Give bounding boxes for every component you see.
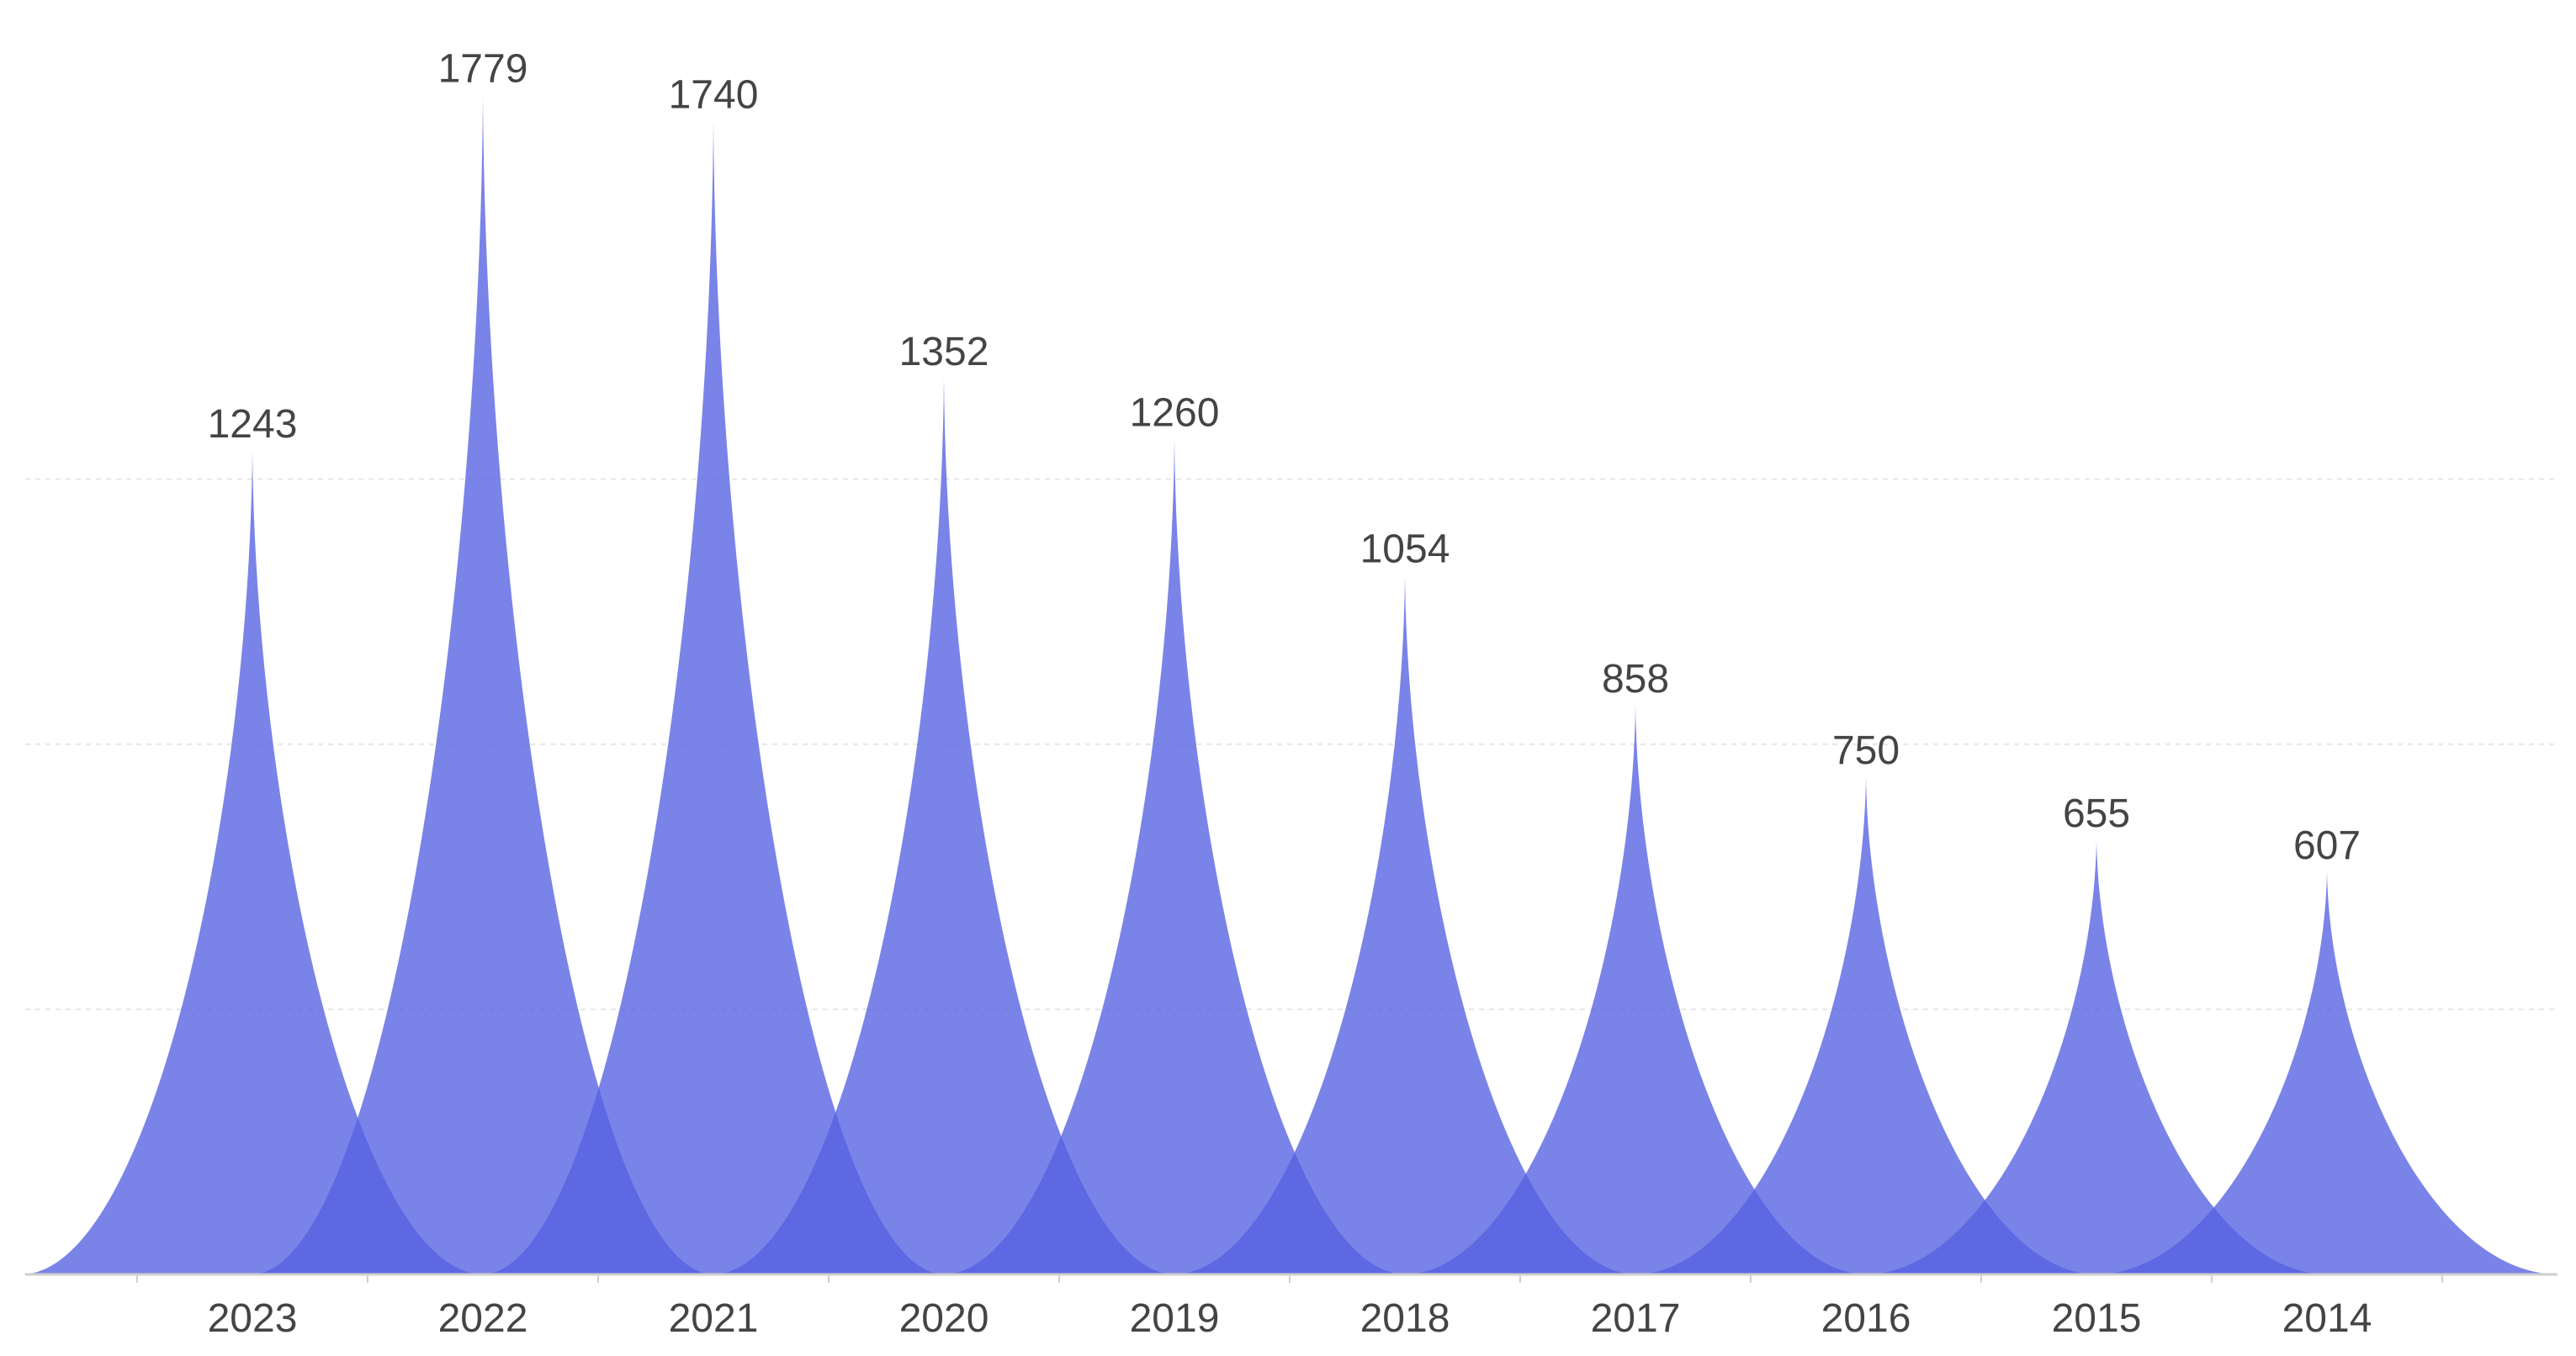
data-label: 655 [2063, 792, 2130, 836]
x-axis: 2023 2022 2021 2020 2019 2018 2017 2016 2015 2014 [25, 1273, 2557, 1341]
data-label: 1243 [208, 402, 298, 447]
x-tick-label: 2022 [438, 1296, 528, 1341]
spike-series [21, 95, 2558, 1275]
data-label: 858 [1602, 657, 1669, 702]
x-tick-label: 2019 [1130, 1296, 1220, 1341]
x-tick-label: 2016 [1821, 1296, 1911, 1341]
x-tick-label: 2021 [669, 1296, 759, 1341]
gridlines [25, 478, 2557, 1010]
spike-2019 [943, 439, 1406, 1274]
x-tick-label: 2023 [208, 1296, 298, 1341]
x-tick-label: 2014 [2282, 1296, 2372, 1341]
spike-2020 [713, 378, 1175, 1274]
spike-2015 [1865, 840, 2328, 1274]
data-label: 1054 [1360, 527, 1450, 572]
x-tick-label: 2017 [1591, 1296, 1681, 1341]
spike-2018 [1174, 575, 1636, 1274]
spike-2017 [1404, 706, 1867, 1274]
spike-2016 [1635, 777, 2097, 1274]
spike-2021 [482, 121, 945, 1275]
data-label: 1260 [1130, 390, 1220, 435]
x-tick-label: 2020 [899, 1296, 989, 1341]
data-label: 1740 [669, 72, 759, 117]
data-label: 607 [2293, 824, 2361, 868]
spike-2014 [2096, 871, 2558, 1274]
data-labels: 1243 1779 1740 1352 1260 1054 858 750 655 607 [208, 47, 2361, 868]
data-label: 1352 [899, 330, 989, 374]
x-tick-label: 2018 [1360, 1296, 1450, 1341]
data-label: 750 [1832, 728, 1900, 773]
x-tick-label: 2015 [2052, 1296, 2142, 1341]
spike-2022 [252, 95, 714, 1274]
data-label: 1779 [438, 47, 528, 92]
spike-2023 [21, 450, 484, 1274]
